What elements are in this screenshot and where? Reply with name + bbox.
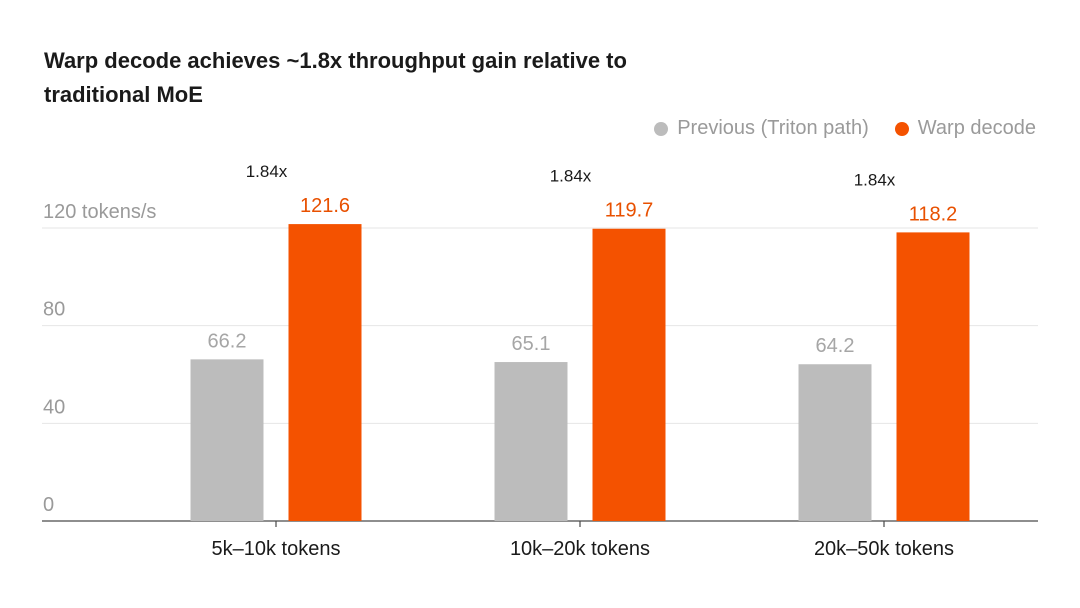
legend-label-warp: Warp decode: [917, 117, 1036, 139]
bar-value-label: 66.2: [208, 330, 247, 352]
chart-title: Warp decode achieves ~1.8x throughput ga…: [44, 48, 627, 107]
legend-swatch-previous: [654, 121, 669, 136]
x-tick-label: 10k–20k tokens: [510, 538, 650, 560]
bar: [288, 224, 362, 522]
x-tick-label: 20k–50k tokens: [814, 538, 954, 560]
legend-item-warp: Warp decode: [894, 117, 1036, 140]
speedup-label: 1.84x: [854, 170, 896, 189]
bar-value-label: 118.2: [909, 203, 958, 225]
speedup-label: 1.84x: [246, 162, 288, 181]
bar: [592, 228, 666, 522]
y-tick-label: 0: [43, 494, 54, 516]
y-tick-label: 120 tokens/s: [43, 201, 156, 223]
y-tick-label: 40: [43, 396, 65, 418]
bar-value-label: 121.6: [300, 195, 350, 217]
speedup-label: 1.84x: [550, 167, 592, 186]
legend-label-previous: Previous (Triton path): [677, 117, 869, 139]
legend-item-previous: Previous (Triton path): [654, 117, 869, 140]
bar: [896, 232, 970, 521]
bar: [798, 364, 872, 521]
bar-value-label: 65.1: [512, 333, 551, 355]
x-tick-label: 5k–10k tokens: [212, 538, 341, 560]
bar-value-label: 64.2: [816, 335, 855, 357]
legend-swatch-warp: [894, 121, 909, 136]
bar-value-label: 119.7: [605, 200, 654, 222]
bar: [190, 359, 264, 521]
bar: [494, 362, 568, 521]
legend: Previous (Triton path) Warp decode: [628, 117, 1036, 140]
y-tick-label: 80: [43, 299, 65, 321]
